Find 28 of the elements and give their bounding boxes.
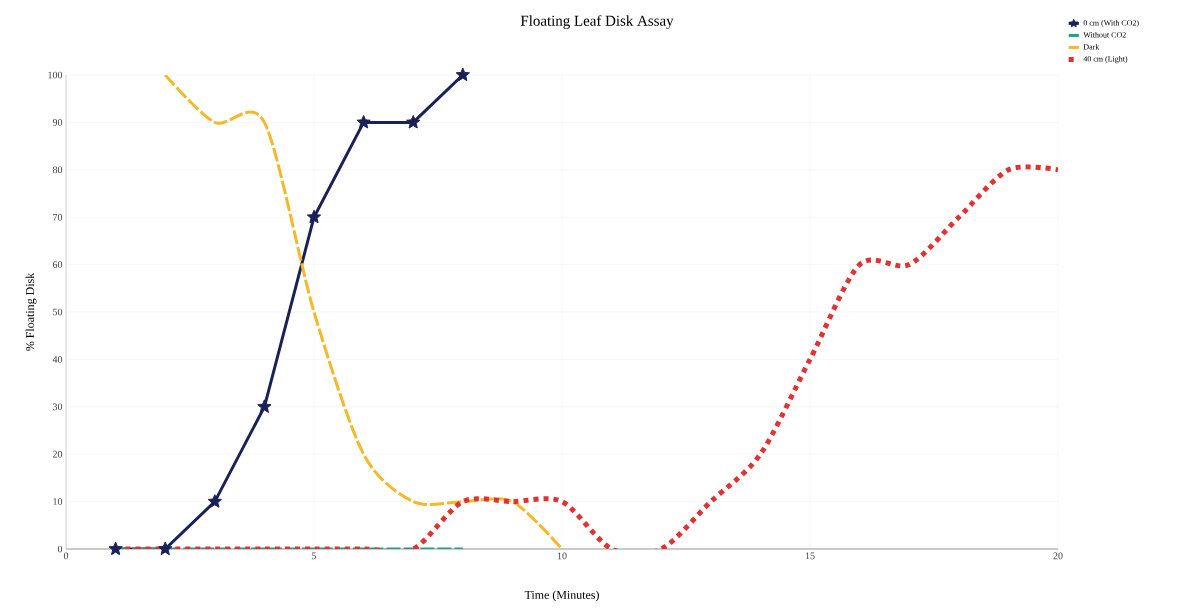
x-tick-label: 0 [63, 552, 69, 560]
point [455, 67, 470, 82]
x-tick-label: 10 [557, 552, 567, 560]
y-tick-label: 20 [52, 450, 63, 458]
y-tick-label: 30 [53, 403, 63, 411]
point [207, 494, 222, 508]
point [257, 399, 272, 413]
y-tick-label: 100 [48, 71, 63, 79]
point [158, 541, 173, 556]
point [108, 541, 123, 556]
line-series [163, 75, 564, 549]
y-tick-label: 90 [52, 119, 63, 126]
y-tick-label: 50 [53, 308, 63, 316]
y-tick-label: 0 [57, 545, 63, 553]
x-tick-label: 15 [805, 552, 815, 560]
point [306, 209, 322, 224]
y-tick-label: 40 [52, 356, 63, 363]
y-tick-label: 60 [52, 261, 63, 268]
point [406, 114, 421, 129]
y-tick-label: 10 [53, 498, 63, 505]
y-tick-label: 80 [52, 166, 63, 174]
chart-title: Floating Leaf Disk Assay [520, 15, 674, 29]
x-tick-label: 5 [312, 552, 317, 560]
y-tick-label: 70 [53, 213, 63, 221]
point [356, 114, 371, 129]
x-axis-title: Time (Minutes) [524, 590, 599, 602]
y-axis-title: % Floating Disk [25, 272, 37, 351]
x-tick-label: 20 [1053, 552, 1063, 560]
